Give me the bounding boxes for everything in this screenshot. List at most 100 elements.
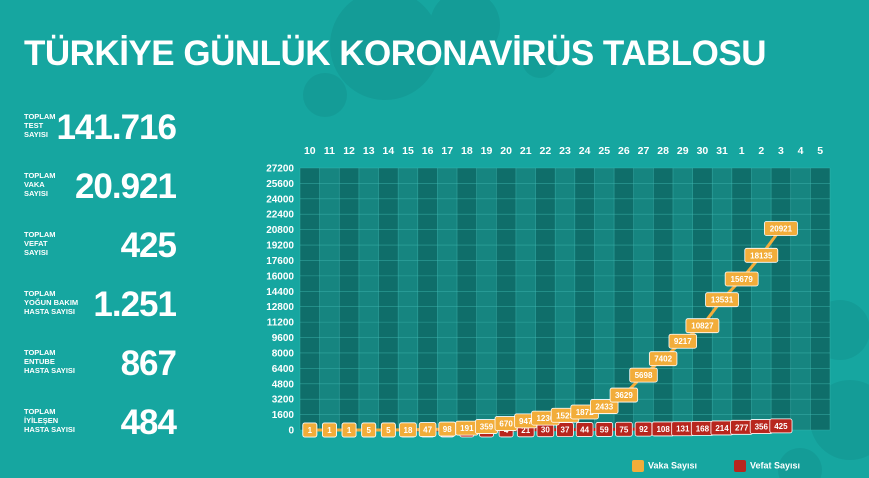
cases-series-point <box>648 351 678 367</box>
stat-total-deaths: TOPLAM VEFAT SAYISI 425 <box>24 226 204 276</box>
cases-series-point <box>361 422 377 438</box>
y-tick-label: 0 <box>288 426 294 437</box>
cases-series-data-label: 2433 <box>595 403 613 412</box>
y-tick-label: 3200 <box>272 395 295 406</box>
cases-series-point <box>322 422 337 438</box>
stat-value: 141.716 <box>56 108 177 147</box>
plot-column-band <box>731 168 752 430</box>
stat-intubated-patients: TOPLAM ENTUBE HASTA SAYISI 867 <box>24 344 204 394</box>
deaths-series-data-label: 131 <box>676 425 690 434</box>
cases-series-data-label: 47 <box>423 426 432 435</box>
cases-series-data-label: 98 <box>443 425 452 434</box>
y-tick-label: 11200 <box>267 318 295 329</box>
stat-total-tests: TOPLAM TEST SAYISI 141.716 <box>24 108 204 158</box>
plot-column-band <box>417 168 438 430</box>
stat-label: TOPLAM YOĞUN BAKIM HASTA SAYISI <box>24 289 79 316</box>
cases-series-data-label: 3629 <box>615 391 633 400</box>
y-tick-label: 8000 <box>272 348 295 359</box>
cases-series-data-label: 9217 <box>674 337 692 346</box>
stat-label: TOPLAM VEFAT SAYISI <box>24 230 56 257</box>
stat-value: 484 <box>120 403 177 442</box>
y-tick-label: 6400 <box>272 364 295 375</box>
x-tick-label: 28 <box>657 145 669 157</box>
x-tick-label: 10 <box>304 145 316 157</box>
legend-cases-swatch <box>632 460 644 472</box>
y-tick-label: 12800 <box>266 302 294 313</box>
y-tick-label: 9600 <box>272 333 295 344</box>
x-tick-label: 16 <box>422 145 434 157</box>
y-tick-label: 16000 <box>266 271 294 282</box>
deaths-series-data-label: 277 <box>735 423 749 432</box>
deaths-series-point <box>769 418 793 434</box>
x-tick-label: 5 <box>817 145 823 157</box>
plot-column-band <box>300 168 320 430</box>
plot-column-band <box>496 168 516 430</box>
deaths-series-data-label: 92 <box>639 425 648 434</box>
stat-icu-patients: TOPLAM YOĞUN BAKIM HASTA SAYISI 1.251 <box>24 285 204 335</box>
deaths-series-data-label: 168 <box>696 424 710 433</box>
x-tick-label: 19 <box>481 145 493 157</box>
cases-series-data-label: 1 <box>308 426 313 435</box>
cases-series-data-label: 18 <box>404 426 413 435</box>
cases-series-data-label: 1236 <box>536 414 554 423</box>
cases-series-point <box>724 271 759 287</box>
cases-series-point <box>590 399 619 414</box>
cases-series-data-label: 1872 <box>576 408 594 417</box>
x-tick-label: 24 <box>579 145 591 157</box>
page-title: TÜRKİYE GÜNLÜK KORONAVİRÜS TABLOSU <box>24 34 766 73</box>
cases-series-data-label: 10827 <box>691 322 714 331</box>
stat-value: 425 <box>120 226 177 265</box>
cases-series-data-label: 5 <box>386 426 391 435</box>
stat-value: 1.251 <box>93 285 177 324</box>
cases-series-data-label: 359 <box>480 423 494 432</box>
x-tick-label: 30 <box>697 145 709 157</box>
legend-deaths-swatch <box>734 460 746 472</box>
x-tick-label: 20 <box>500 145 512 157</box>
legend-deaths: Vefat Sayısı <box>734 460 800 472</box>
cases-series-point <box>302 422 318 438</box>
x-tick-label: 14 <box>382 145 394 157</box>
cases-series-point <box>629 367 658 383</box>
x-tick-label: 29 <box>677 145 689 157</box>
y-tick-label: 27200 <box>266 164 294 175</box>
plot-column-band <box>810 168 830 430</box>
cases-series-data-label: 670 <box>499 420 513 429</box>
stat-label: TOPLAM VAKA SAYISI <box>24 171 56 198</box>
cases-series-data-label: 13531 <box>711 296 734 305</box>
cases-series-point <box>668 333 697 349</box>
plot-column-band <box>457 168 477 430</box>
deaths-series-data-label: 108 <box>656 425 670 434</box>
plot-column-band <box>339 168 359 430</box>
y-tick-label: 1600 <box>272 410 295 421</box>
x-tick-label: 27 <box>638 145 650 157</box>
x-tick-label: 12 <box>343 145 355 157</box>
cases-series-point <box>764 221 798 236</box>
stat-label: TOPLAM TEST SAYISI <box>24 112 56 139</box>
cases-series-data-label: 7402 <box>654 355 672 364</box>
legend-cases-label: Vaka Sayısı <box>648 460 698 471</box>
y-tick-label: 24000 <box>266 194 294 205</box>
deaths-series-point <box>595 422 614 437</box>
deaths-series-data-label: 44 <box>580 426 589 435</box>
cases-series-data-label: 5698 <box>635 371 653 380</box>
y-tick-label: 20800 <box>266 225 294 236</box>
plot-column-band <box>692 168 713 430</box>
y-tick-label: 19200 <box>266 241 294 252</box>
stat-value: 20.921 <box>74 167 177 206</box>
deaths-series-data-label: 356 <box>755 423 769 432</box>
deaths-series-point <box>575 422 594 437</box>
x-tick-label: 2 <box>758 145 764 157</box>
x-tick-label: 1 <box>739 145 745 157</box>
cases-series-data-label: 15679 <box>731 275 754 284</box>
deaths-series-data-label: 21 <box>521 426 530 435</box>
plot-column-band <box>653 168 673 430</box>
stat-total-cases: TOPLAM VAKA SAYISI 20.921 <box>24 167 204 217</box>
x-tick-label: 23 <box>559 145 571 157</box>
deaths-series-point <box>615 421 633 437</box>
cases-series-point <box>380 422 396 438</box>
cases-series-data-label: 20921 <box>770 224 793 233</box>
y-tick-label: 4800 <box>272 379 295 390</box>
plot-column-band <box>535 168 556 430</box>
plot-column-band <box>378 168 399 430</box>
